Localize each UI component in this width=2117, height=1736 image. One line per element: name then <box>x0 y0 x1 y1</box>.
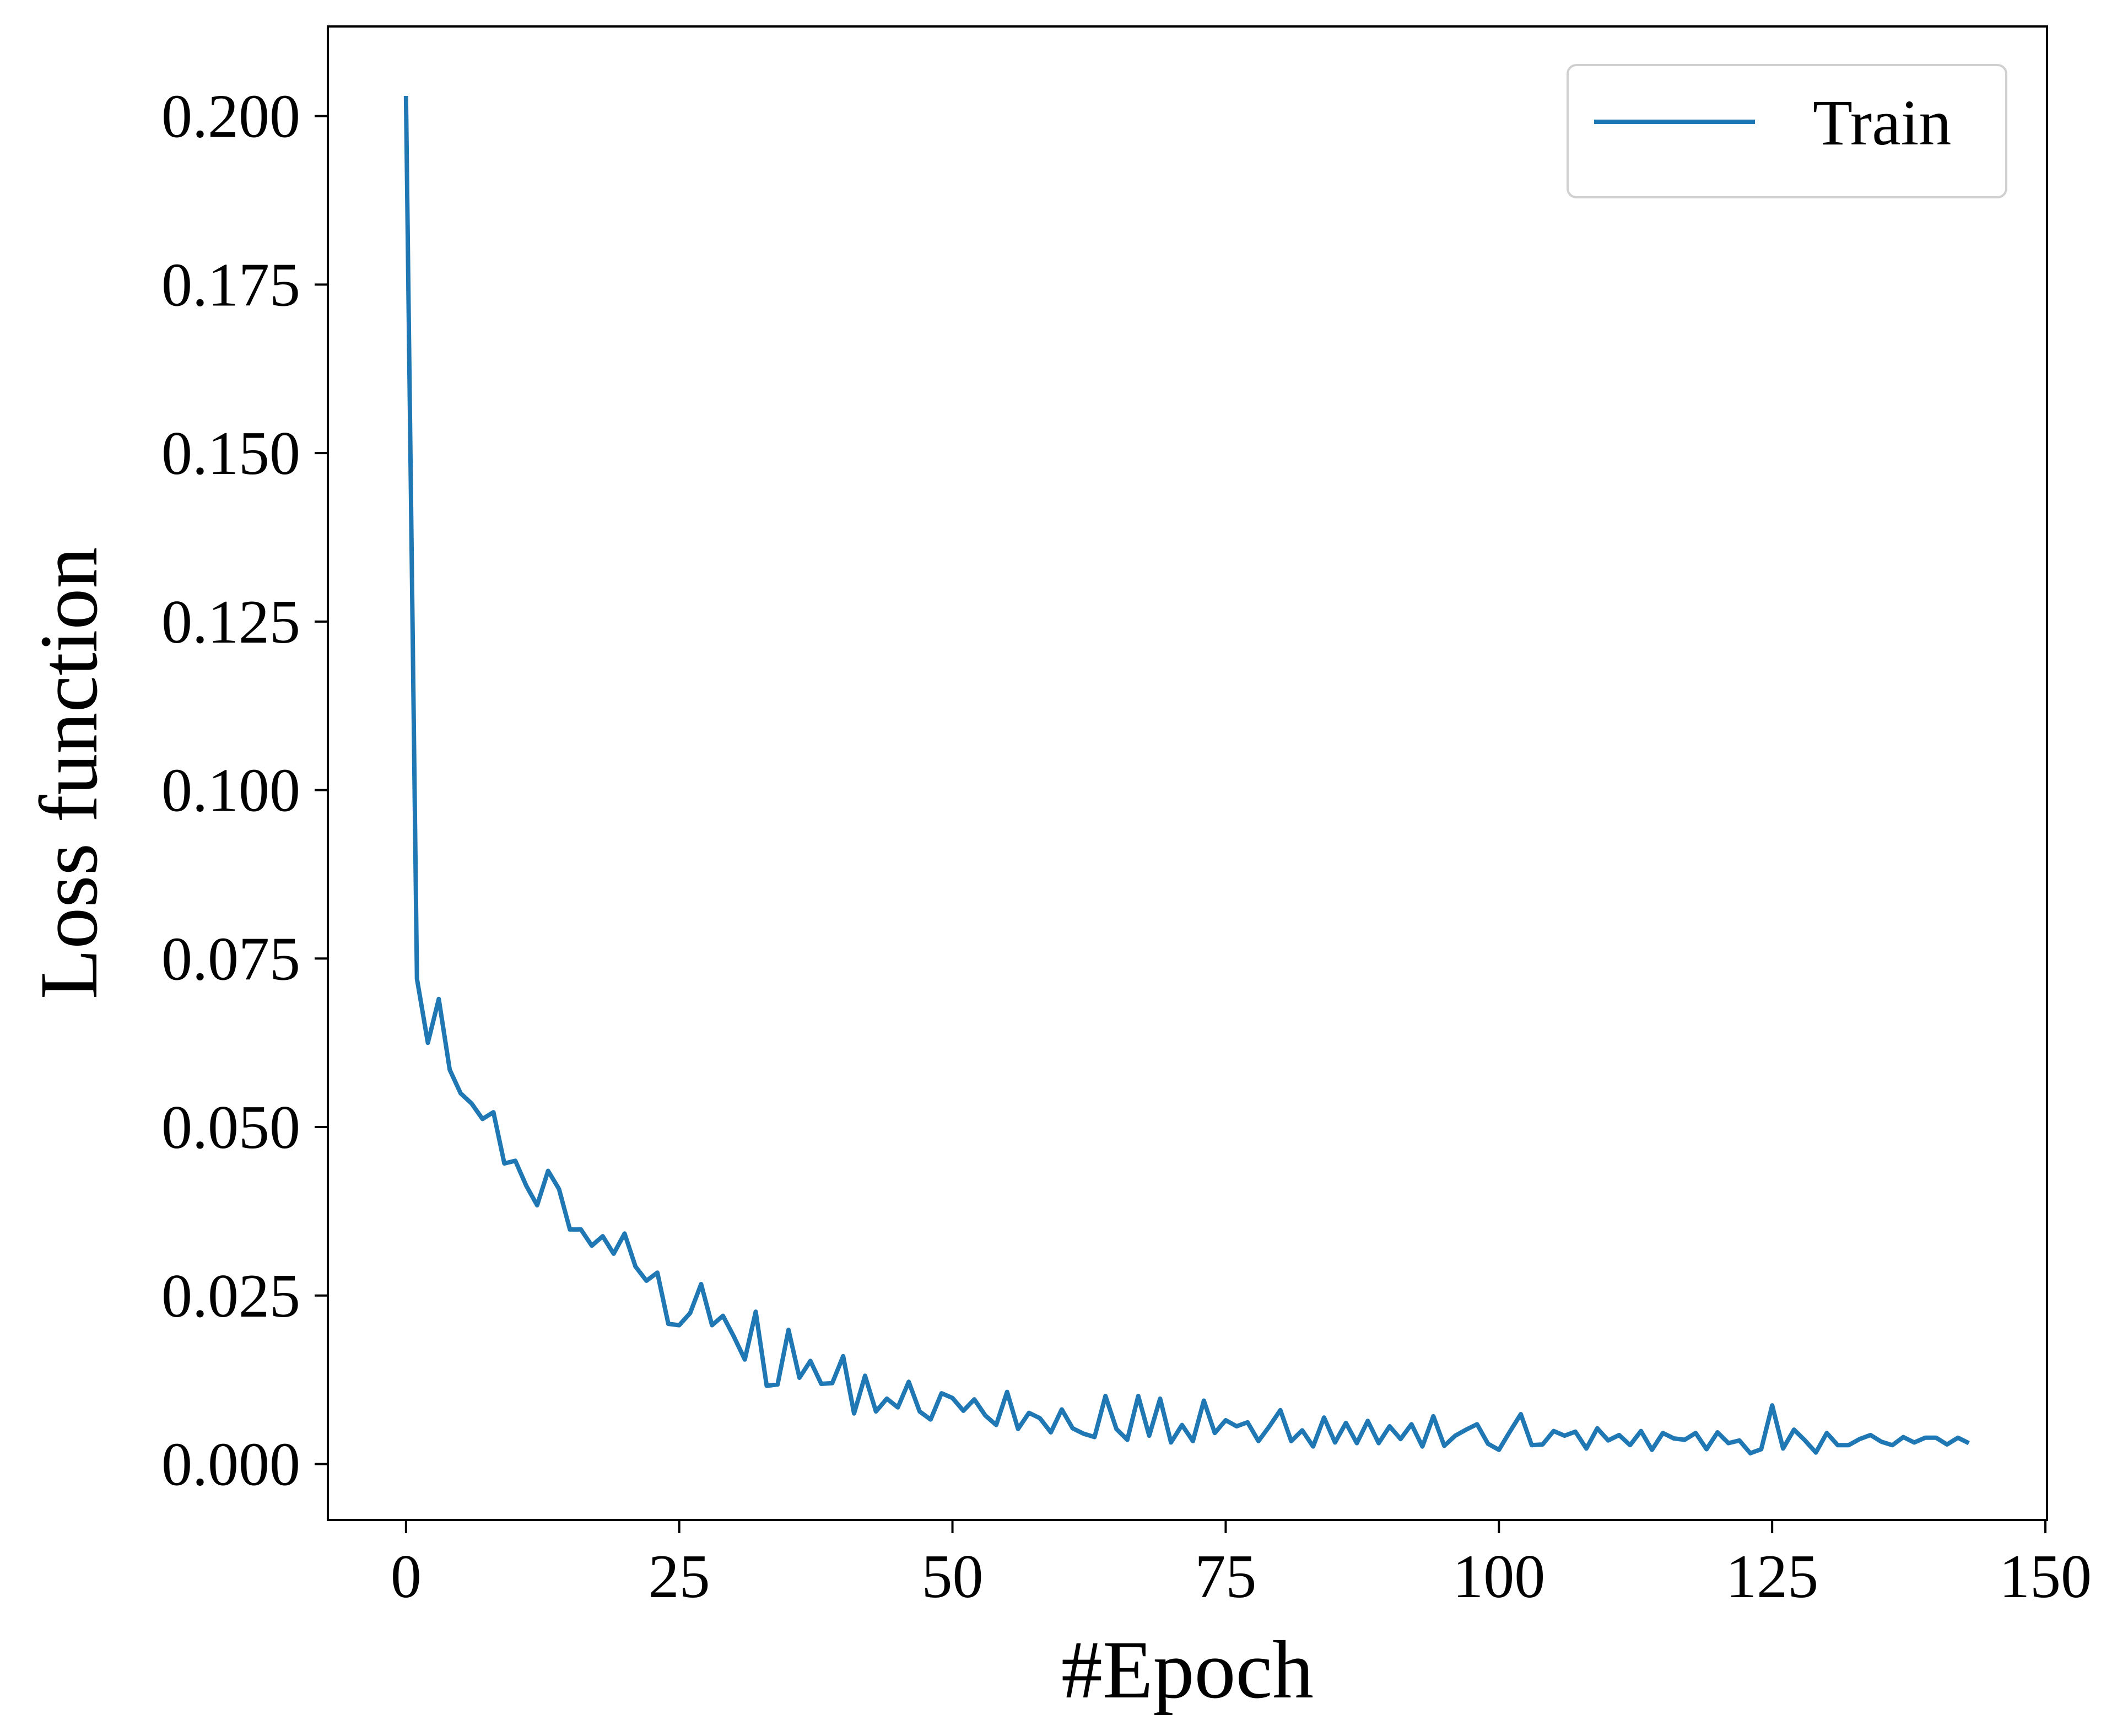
x-tick-label: 125 <box>1726 1543 1818 1611</box>
x-tick-label: 75 <box>1195 1543 1256 1611</box>
x-tick-label: 50 <box>922 1543 984 1611</box>
x-tick-label: 100 <box>1452 1543 1545 1611</box>
legend-box <box>1567 64 2007 198</box>
x-axis-title: #Epoch <box>1061 1624 1314 1716</box>
y-tick-label: 0.050 <box>161 1093 300 1162</box>
y-tick-label: 0.200 <box>161 83 300 151</box>
x-tick-label: 25 <box>649 1543 710 1611</box>
y-tick-label: 0.100 <box>161 757 300 825</box>
series-layer <box>403 95 1970 1455</box>
y-tick-label: 0.000 <box>161 1430 300 1498</box>
legend-label-train: Train <box>1813 87 1951 159</box>
x-axis-ticks: 0 25 50 75 100 125 150 <box>391 1520 2092 1611</box>
x-tick-label: 0 <box>391 1543 422 1611</box>
y-axis-title: Loss function <box>23 547 115 1000</box>
y-tick-label: 0.075 <box>161 925 300 993</box>
x-tick-label: 150 <box>1999 1543 2092 1611</box>
series-line-train <box>403 95 1970 1455</box>
legend: Train <box>1567 64 2007 198</box>
plot-area <box>327 25 2048 1521</box>
y-tick-label: 0.125 <box>161 588 300 656</box>
y-axis-ticks: 0.000 0.025 0.050 0.075 0.100 0.125 0.150 0.175… <box>161 83 328 1498</box>
y-tick-label: 0.025 <box>161 1262 300 1330</box>
y-tick-label: 0.175 <box>161 251 300 319</box>
y-tick-label: 0.150 <box>161 419 300 488</box>
